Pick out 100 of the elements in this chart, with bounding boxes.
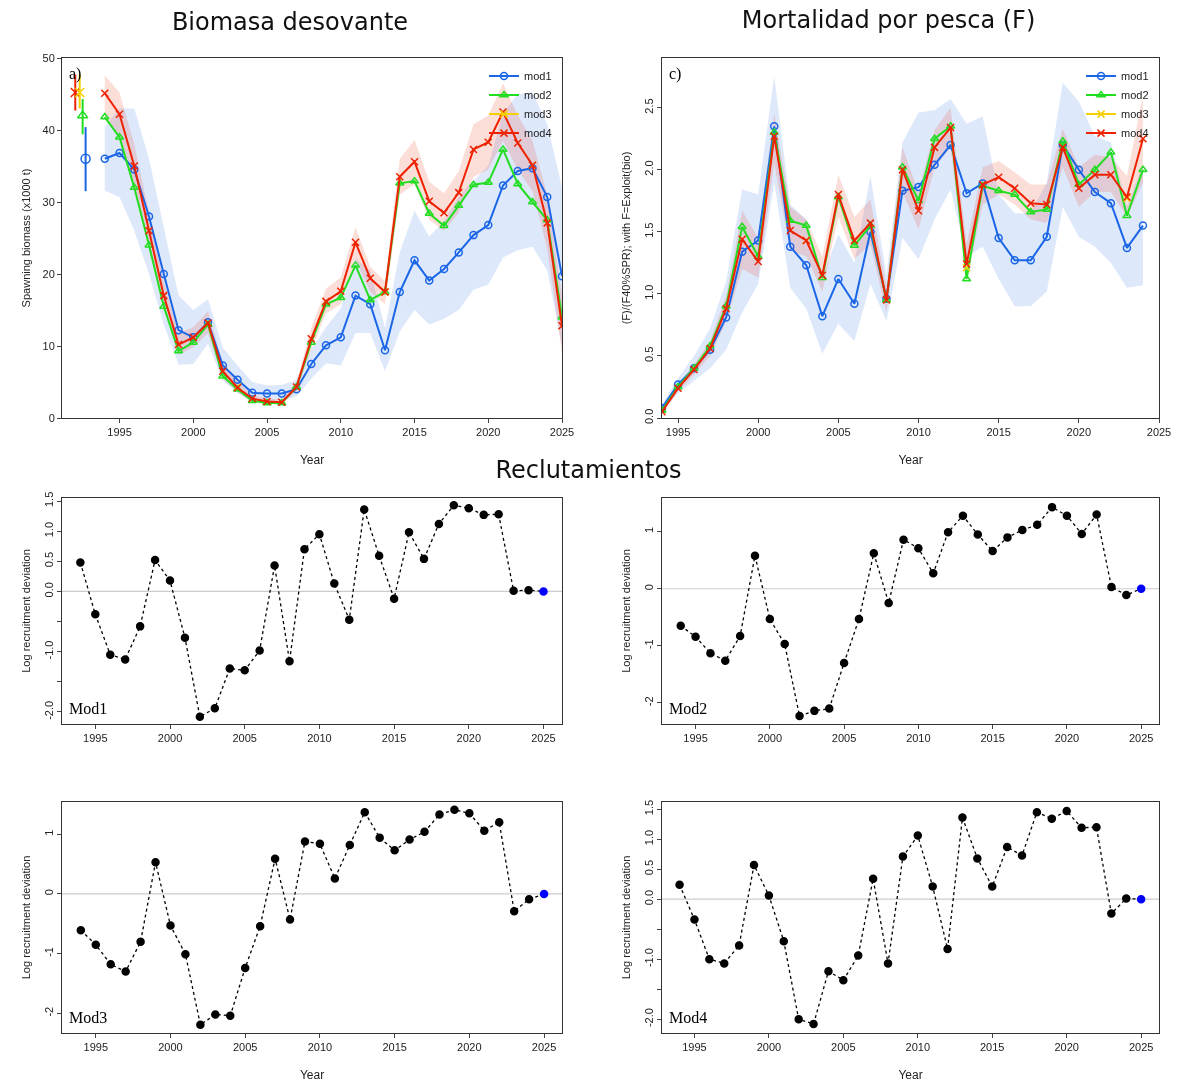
- x-tick-label: 2025: [1128, 732, 1154, 745]
- x-tick-label: 2020: [456, 732, 482, 745]
- x-axis-title: Year: [299, 1068, 325, 1082]
- x-axis-title: Year: [898, 1068, 923, 1082]
- y-tick-label: 0: [42, 889, 55, 896]
- x-tick-label: 2005: [831, 732, 857, 745]
- x-tick-label: 2020: [476, 426, 501, 439]
- x-tick-label: 2005: [254, 426, 280, 439]
- x-tick-label: 2000: [757, 732, 783, 745]
- y-tick-label: 0.0: [642, 889, 655, 906]
- x-tick-label: 2020: [1054, 1041, 1079, 1054]
- y-tick-label: 1.0: [42, 521, 55, 538]
- x-tick-label: 2025: [549, 426, 575, 439]
- y-tick-label: 1: [42, 829, 55, 836]
- y-tick-label: 0.5: [42, 551, 55, 568]
- y-tick-label: -1: [642, 639, 655, 650]
- y-tick-label: 1.5: [42, 491, 55, 508]
- x-tick-label: 1995: [83, 1041, 109, 1054]
- annotation: a): [69, 65, 82, 83]
- x-tick-label: 2025: [531, 732, 556, 745]
- y-tick-label: -2: [642, 696, 655, 707]
- y-tick-label: 1.0: [642, 829, 655, 846]
- x-tick-label: 2020: [457, 1041, 482, 1054]
- y-tick-label: 2.5: [642, 98, 655, 114]
- x-tick-label: 2025: [531, 1041, 557, 1054]
- legend-label: mod4: [1121, 127, 1149, 140]
- y-axis-title: Spawning biomass (x1000 t): [20, 168, 32, 308]
- chart-title: Biomasa desovante: [170, 8, 410, 36]
- x-tick-label: 2020: [1054, 732, 1080, 745]
- annotation: c): [669, 65, 682, 83]
- x-tick-label: 2000: [181, 426, 206, 439]
- x-tick-label: 2015: [980, 732, 1005, 745]
- x-tick-label: 2000: [158, 1041, 183, 1054]
- y-tick-label: 0.0: [642, 408, 655, 424]
- annotation: Mod3: [69, 1009, 108, 1026]
- x-tick-label: 1995: [107, 426, 132, 439]
- y-tick-label: -2: [42, 1006, 55, 1017]
- chart-title: Reclutamientos: [495, 456, 682, 484]
- x-tick-label: 2000: [745, 426, 771, 439]
- y-tick-label: 1.5: [642, 799, 655, 816]
- y-axis-title: Log recruitment deviation: [20, 855, 32, 980]
- y-tick-label: 1.0: [642, 284, 655, 300]
- y-tick-label: 0.0: [42, 582, 55, 598]
- x-axis-title: Year: [299, 453, 325, 467]
- annotation: Mod4: [669, 1009, 708, 1026]
- x-tick-label: 2005: [232, 732, 257, 745]
- x-tick-label: 1995: [83, 732, 108, 745]
- x-tick-label: 1995: [665, 426, 691, 439]
- x-tick-label: 2015: [980, 1041, 1005, 1054]
- x-tick-label: 1995: [683, 732, 708, 745]
- x-tick-label: 2010: [307, 732, 332, 745]
- legend-label: mod1: [524, 70, 552, 83]
- legend-label: mod3: [1121, 108, 1149, 121]
- y-axis-title: Log recruitment deviation: [620, 549, 632, 673]
- legend-label: mod3: [524, 108, 552, 121]
- y-tick-label: 40: [42, 123, 55, 136]
- x-tick-label: 2015: [382, 1041, 407, 1054]
- x-tick-label: 2005: [826, 426, 851, 439]
- y-tick-label: 10: [42, 339, 55, 352]
- x-tick-label: 2015: [986, 426, 1011, 439]
- x-tick-label: 2010: [328, 426, 353, 439]
- x-tick-label: 2005: [831, 1041, 856, 1054]
- annotation: Mod2: [669, 700, 708, 717]
- y-tick-label: -1.0: [642, 948, 655, 968]
- x-tick-label: 2010: [906, 732, 931, 745]
- y-axis-title: Log recruitment deviation: [620, 855, 632, 980]
- y-axis-title: Log recruitment deviation: [20, 549, 32, 673]
- x-tick-label: 2015: [402, 426, 427, 439]
- y-tick-label: 0: [48, 411, 55, 424]
- y-tick-label: -1.0: [42, 640, 55, 660]
- x-tick-label: 2010: [906, 426, 931, 439]
- chart-title: Mortalidad por pesca (F): [740, 6, 1037, 34]
- y-tick-label: -2.0: [42, 700, 55, 720]
- y-axis-title: (F)/(F40%SPR); with F=Exploit(bio): [620, 151, 632, 325]
- y-tick-label: 0: [642, 584, 655, 591]
- y-tick-label: 30: [42, 195, 55, 208]
- y-tick-label: 20: [42, 267, 55, 280]
- x-tick-label: 2015: [381, 732, 407, 745]
- x-tick-label: 1995: [682, 1041, 707, 1054]
- legend-label: mod1: [1121, 70, 1149, 83]
- x-tick-label: 2025: [1146, 426, 1172, 439]
- legend-label: mod2: [524, 89, 552, 102]
- legend-label: mod2: [1121, 89, 1149, 102]
- annotation: Mod1: [69, 700, 108, 717]
- x-axis-title: Year: [898, 453, 923, 467]
- y-tick-label: -2.0: [642, 1008, 655, 1028]
- y-tick-label: 0.5: [642, 346, 655, 362]
- y-tick-label: 1.5: [642, 222, 655, 238]
- x-tick-label: 2010: [307, 1041, 333, 1054]
- y-tick-label: 1: [642, 526, 655, 534]
- x-tick-label: 2000: [756, 1041, 782, 1054]
- x-tick-label: 2020: [1066, 426, 1092, 439]
- y-tick-label: 2.0: [642, 160, 655, 176]
- x-tick-label: 2025: [1128, 1041, 1154, 1054]
- x-tick-label: 2005: [232, 1041, 258, 1054]
- x-tick-label: 2000: [157, 732, 183, 745]
- y-tick-label: 0.5: [642, 859, 655, 876]
- y-tick-label: 50: [42, 51, 55, 64]
- y-tick-label: -1: [42, 947, 55, 957]
- legend-label: mod4: [524, 127, 552, 140]
